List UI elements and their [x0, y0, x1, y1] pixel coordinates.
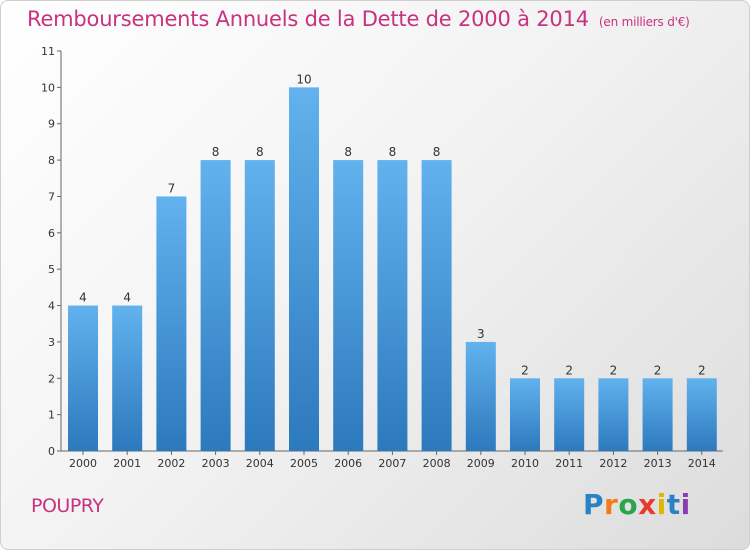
bar-value-label: 2 [565, 363, 573, 377]
y-tick-label: 0 [48, 445, 55, 458]
logo-letter: P [583, 488, 605, 521]
bar-2007 [377, 160, 408, 451]
bar-value-label: 8 [344, 145, 352, 159]
bar-value-label: 7 [168, 181, 176, 195]
bar-value-label: 2 [610, 363, 618, 377]
bar-value-label: 8 [389, 145, 397, 159]
bar-value-label: 3 [477, 327, 485, 341]
bar-value-label: 8 [433, 145, 441, 159]
x-tick-label: 2003 [202, 457, 230, 470]
x-tick-label: 2001 [113, 457, 141, 470]
bar-2009 [465, 341, 496, 451]
x-tick-label: 2014 [688, 457, 716, 470]
y-tick-label: 7 [48, 190, 55, 203]
y-tick-label: 9 [48, 118, 55, 131]
x-tick-label: 2011 [555, 457, 583, 470]
x-tick-label: 2013 [644, 457, 672, 470]
bar-2005 [289, 87, 319, 451]
commune-name: POUPRY [31, 495, 104, 517]
y-tick-label: 8 [48, 154, 55, 167]
chart-subtitle: (en milliers d'€) [598, 15, 690, 29]
bar-2004 [244, 160, 275, 451]
logo-letter: t [666, 488, 681, 521]
bar-2000 [68, 305, 98, 451]
y-tick-label: 3 [48, 336, 55, 349]
bar-value-label: 4 [123, 291, 131, 305]
y-tick-label: 6 [48, 227, 55, 240]
x-tick-label: 2005 [290, 457, 318, 470]
bar-2001 [112, 305, 143, 451]
x-tick-label: 2009 [467, 457, 495, 470]
x-tick-label: 2006 [334, 457, 362, 470]
bar-2012 [598, 378, 629, 451]
bar-2003 [200, 160, 231, 451]
bar-2010 [510, 378, 540, 451]
bar-2013 [642, 378, 673, 451]
bar-2006 [333, 160, 364, 451]
logo-letter: o [618, 488, 639, 521]
y-tick-label: 10 [41, 81, 55, 94]
bar-value-label: 8 [212, 145, 220, 159]
bar-value-label: 2 [521, 363, 529, 377]
y-tick-label: 4 [48, 300, 55, 313]
logo-letter: i [680, 488, 691, 521]
chart-title: Remboursements Annuels de la Dette de 20… [27, 7, 690, 31]
x-tick-label: 2012 [599, 457, 627, 470]
bar-value-label: 8 [256, 145, 264, 159]
bar-value-label: 10 [296, 72, 311, 86]
logo-letter: r [604, 488, 619, 521]
x-tick-label: 2002 [157, 457, 185, 470]
y-tick-label: 11 [41, 45, 55, 58]
bar-2008 [421, 160, 452, 451]
x-tick-label: 2000 [69, 457, 97, 470]
y-tick-label: 5 [48, 263, 55, 276]
bar-2014 [686, 378, 717, 451]
logo-letter: x [638, 488, 657, 521]
x-tick-label: 2007 [378, 457, 406, 470]
y-tick-label: 2 [48, 372, 55, 385]
x-tick-label: 2004 [246, 457, 274, 470]
x-tick-label: 2010 [511, 457, 539, 470]
y-tick-label: 1 [48, 409, 55, 422]
bar-2002 [156, 196, 187, 451]
proxiti-logo: Proxiti [583, 488, 691, 521]
bar-value-label: 2 [698, 363, 706, 377]
chart-title-text: Remboursements Annuels de la Dette de 20… [27, 7, 589, 31]
logo-letter: i [656, 488, 667, 521]
x-tick-label: 2008 [423, 457, 451, 470]
bar-2011 [554, 378, 585, 451]
bar-value-label: 2 [654, 363, 662, 377]
bar-value-label: 4 [79, 291, 87, 305]
